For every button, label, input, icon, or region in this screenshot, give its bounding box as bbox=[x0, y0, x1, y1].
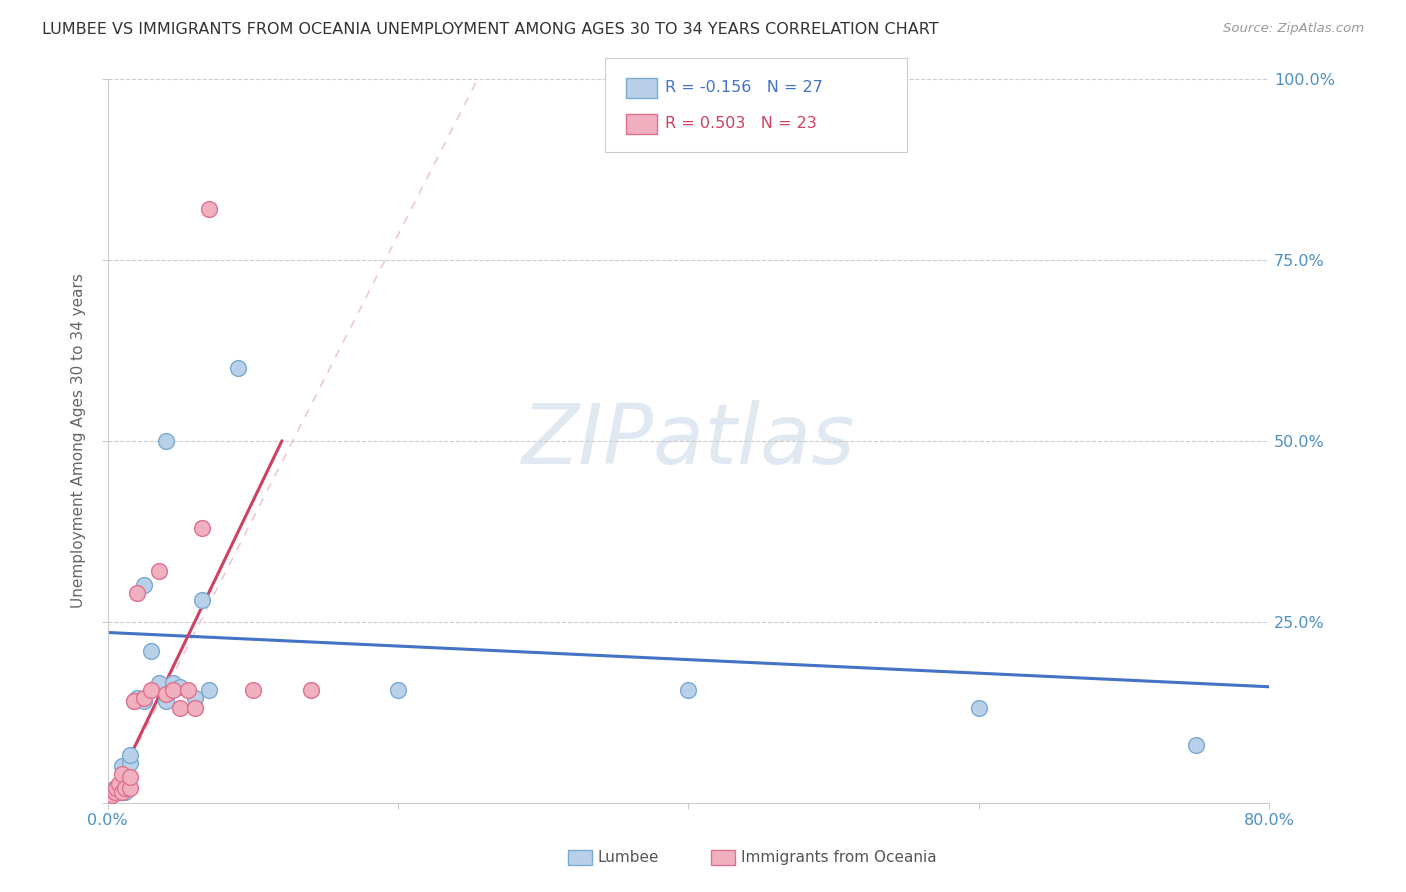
Point bbox=[111, 780, 134, 795]
Text: Lumbee: Lumbee bbox=[598, 850, 659, 864]
Point bbox=[678, 683, 700, 698]
Point bbox=[162, 676, 184, 690]
Point bbox=[110, 780, 132, 795]
Point bbox=[198, 202, 221, 217]
Point bbox=[191, 520, 214, 534]
Text: ZIPatlas: ZIPatlas bbox=[522, 401, 855, 482]
Point bbox=[118, 756, 141, 770]
Point bbox=[155, 687, 177, 701]
Point bbox=[104, 785, 127, 799]
Point bbox=[111, 785, 134, 799]
Point bbox=[191, 593, 214, 607]
Point bbox=[108, 785, 131, 799]
Point bbox=[155, 694, 177, 708]
Point bbox=[169, 680, 191, 694]
Point bbox=[118, 770, 141, 784]
Point bbox=[132, 694, 155, 708]
Point bbox=[111, 759, 134, 773]
Point bbox=[967, 701, 990, 715]
Point bbox=[155, 434, 177, 448]
Point bbox=[184, 701, 207, 715]
Point bbox=[162, 683, 184, 698]
Point bbox=[169, 701, 191, 715]
Text: Source: ZipAtlas.com: Source: ZipAtlas.com bbox=[1223, 22, 1364, 36]
Point bbox=[141, 643, 163, 657]
Point bbox=[104, 780, 127, 795]
Point bbox=[198, 683, 221, 698]
Point bbox=[114, 785, 136, 799]
Point bbox=[184, 690, 207, 705]
Text: Immigrants from Oceania: Immigrants from Oceania bbox=[741, 850, 936, 864]
Point bbox=[1185, 738, 1208, 752]
Point bbox=[115, 780, 138, 795]
Point bbox=[176, 683, 198, 698]
Point bbox=[122, 694, 145, 708]
Point bbox=[132, 578, 155, 592]
Point bbox=[242, 683, 264, 698]
Point bbox=[108, 777, 131, 791]
Point bbox=[105, 780, 128, 795]
Point bbox=[111, 766, 134, 780]
Point bbox=[148, 676, 170, 690]
Point bbox=[114, 780, 136, 795]
Point bbox=[118, 748, 141, 763]
Text: R = 0.503   N = 23: R = 0.503 N = 23 bbox=[665, 117, 817, 131]
Point bbox=[228, 361, 250, 376]
Point bbox=[299, 683, 322, 698]
Point bbox=[125, 585, 148, 599]
Point bbox=[118, 780, 141, 795]
Point bbox=[132, 690, 155, 705]
Point bbox=[387, 683, 409, 698]
Y-axis label: Unemployment Among Ages 30 to 34 years: Unemployment Among Ages 30 to 34 years bbox=[72, 273, 86, 608]
Point bbox=[101, 789, 124, 803]
Point bbox=[122, 694, 145, 708]
Point bbox=[141, 683, 163, 698]
Text: R = -0.156   N = 27: R = -0.156 N = 27 bbox=[665, 80, 823, 95]
Text: LUMBEE VS IMMIGRANTS FROM OCEANIA UNEMPLOYMENT AMONG AGES 30 TO 34 YEARS CORRELA: LUMBEE VS IMMIGRANTS FROM OCEANIA UNEMPL… bbox=[42, 22, 939, 37]
Point bbox=[148, 564, 170, 578]
Point bbox=[125, 690, 148, 705]
